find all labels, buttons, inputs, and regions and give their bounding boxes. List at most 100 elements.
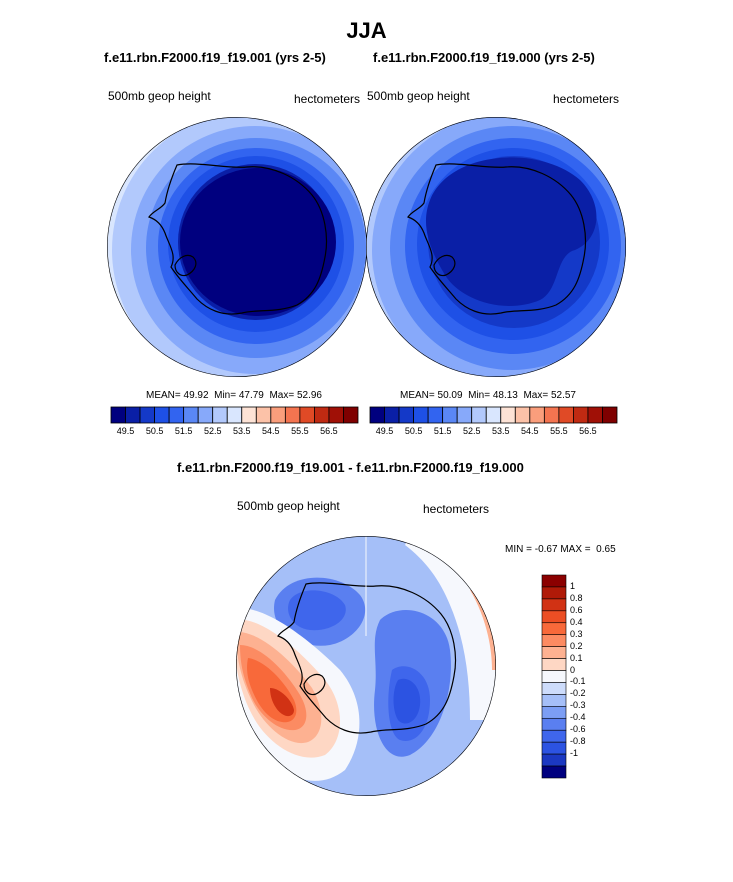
difference-colorbar-tick-label: -0.1 <box>570 676 586 687</box>
difference-colorbar-tick-label: 0.8 <box>570 592 583 603</box>
panel2-colorbar-box <box>558 406 574 424</box>
difference-map <box>236 536 496 796</box>
panel2-colorbar-tick-label: 50.5 <box>404 426 423 436</box>
difference-colorbar-tick-label: -1 <box>570 748 579 759</box>
panel2-colorbar-box <box>514 406 531 424</box>
panel2-variable-label: 500mb geop height <box>367 89 470 103</box>
difference-min-label: MIN = <box>505 544 532 555</box>
difference-colorbar-box <box>541 634 567 647</box>
difference-colorbar-box <box>541 729 567 743</box>
panel2-mean-value: 50.09 <box>437 390 463 401</box>
panel1-colorbar-box <box>212 406 228 424</box>
panel1-colorbar-box <box>168 406 185 424</box>
panel2-min-value: 48.13 <box>492 390 518 401</box>
panel2-colorbar <box>369 406 618 424</box>
difference-colorbar-tick-label: -0.4 <box>570 712 586 723</box>
panel1-min-label: Min= <box>214 390 237 401</box>
panel2-units-label: hectometers <box>553 92 620 106</box>
panel1-colorbar-box <box>110 406 126 424</box>
panel2-colorbar-box <box>413 406 429 424</box>
panel2-colorbar-box <box>471 406 487 424</box>
panel2-colorbar-box <box>442 406 458 424</box>
panel1-colorbar-box <box>197 406 214 424</box>
panel1-colorbar-box <box>154 406 170 424</box>
panel1-mean-value: 49.92 <box>183 390 209 401</box>
panel2-colorbar-box <box>485 406 502 424</box>
panel2-max-value: 52.57 <box>550 390 576 401</box>
panel1-colorbar-tick-label: 51.5 <box>174 426 193 436</box>
panel2-colorbar-tick-label: 49.5 <box>375 426 394 436</box>
difference-colorbar-box <box>541 765 567 779</box>
panel2-mean-label: MEAN= <box>400 390 435 401</box>
difference-colorbar-tick-label: 1 <box>570 580 576 591</box>
difference-colorbar-box <box>541 658 567 671</box>
panel1-colorbar-tick-label: 56.5 <box>320 426 338 436</box>
page-title: JJA <box>346 18 387 43</box>
difference-units-label: hectometers <box>423 502 490 516</box>
panel1-colorbar-box <box>314 406 330 424</box>
panel2-colorbar-box <box>602 406 618 424</box>
panel1-max-label: Max= <box>269 390 295 401</box>
panel2-colorbar-box <box>587 406 603 424</box>
difference-colorbar-tick-label: 0.1 <box>570 652 583 663</box>
difference-colorbar-tick-label: 0.2 <box>570 640 583 651</box>
panel1-units-label: hectometers <box>294 92 361 106</box>
difference-title: f.e11.rbn.F2000.f19_f19.001 - f.e11.rbn.… <box>177 460 524 475</box>
difference-colorbar-tick-label: 0.6 <box>570 604 583 615</box>
panel2-max-label: Max= <box>523 390 549 401</box>
panel1-colorbar <box>110 406 359 424</box>
panel2-colorbar-box <box>427 406 444 424</box>
difference-colorbar-box <box>541 598 567 612</box>
panel1-stats: MEAN= 49.92 Min= 47.79 Max= 52.96 <box>146 390 322 401</box>
difference-colorbar-tick-label: 0 <box>570 664 576 675</box>
panel1-colorbar-box <box>241 406 257 424</box>
panel1-colorbar-tick-label: 53.5 <box>232 426 251 436</box>
difference-colorbar-box <box>541 670 567 683</box>
panel2-colorbar-box <box>456 406 473 424</box>
difference-colorbar-tick-label: -0.8 <box>570 736 586 747</box>
difference-colorbar-box <box>541 646 567 659</box>
difference-max-value: 0.65 <box>596 544 616 555</box>
difference-colorbar-tick-label: -0.3 <box>570 700 586 711</box>
panel1-colorbar-box <box>270 406 286 424</box>
difference-colorbar-box <box>541 586 567 600</box>
panel1-colorbar-box <box>328 406 344 424</box>
panel1-colorbar-box <box>299 406 315 424</box>
difference-minmax: MIN = -0.67 MAX = 0.65 <box>505 544 616 555</box>
panel1-map <box>107 117 367 377</box>
panel2-colorbar-tick-label: 54.5 <box>521 426 539 436</box>
panel2-colorbar-box <box>543 406 560 424</box>
panel1-colorbar-tick-label: 55.5 <box>291 426 309 436</box>
panel1-max-value: 52.96 <box>296 390 322 401</box>
panel2-colorbar-tick-label: 53.5 <box>491 426 510 436</box>
panel1-colorbar-box <box>255 406 272 424</box>
panel1-colorbar-tick-label: 52.5 <box>203 426 222 436</box>
panel1-min-value: 47.79 <box>238 390 264 401</box>
difference-colorbar-tick-label: 0.4 <box>570 616 583 627</box>
panel2-colorbar-tick-label: 56.5 <box>579 426 597 436</box>
panel1-mean-label: MEAN= <box>146 390 181 401</box>
panel1-colorbar-tick-label: 49.5 <box>116 426 135 436</box>
panel2-title: f.e11.rbn.F2000.f19_f19.000 (yrs 2-5) <box>373 50 595 65</box>
panel2-colorbar-tick-label: 51.5 <box>433 426 452 436</box>
difference-colorbar-box <box>541 622 567 636</box>
panel2-colorbar-tick-label: 52.5 <box>462 426 481 436</box>
panel1-colorbar-tick-label: 50.5 <box>145 426 164 436</box>
difference-colorbar-tick-label: 0.3 <box>570 628 583 639</box>
panel2-colorbar-box <box>384 406 400 424</box>
difference-colorbar-tick-label: -0.2 <box>570 688 586 699</box>
panel1-colorbar-box <box>125 406 141 424</box>
panel1-colorbar-box <box>183 406 199 424</box>
difference-colorbar-tick-label: -0.6 <box>570 724 586 735</box>
panel1-colorbar-box <box>343 406 359 424</box>
difference-colorbar-box <box>541 753 567 767</box>
difference-min-value: -0.67 <box>534 544 558 555</box>
panel1-colorbar-box <box>284 406 301 424</box>
panel2-colorbar-box <box>529 406 545 424</box>
difference-colorbar-box <box>541 682 567 695</box>
panel2-colorbar-box <box>369 406 385 424</box>
difference-colorbar-box <box>541 610 567 624</box>
panel2-map <box>366 117 626 377</box>
panel2-min-label: Min= <box>468 390 491 401</box>
